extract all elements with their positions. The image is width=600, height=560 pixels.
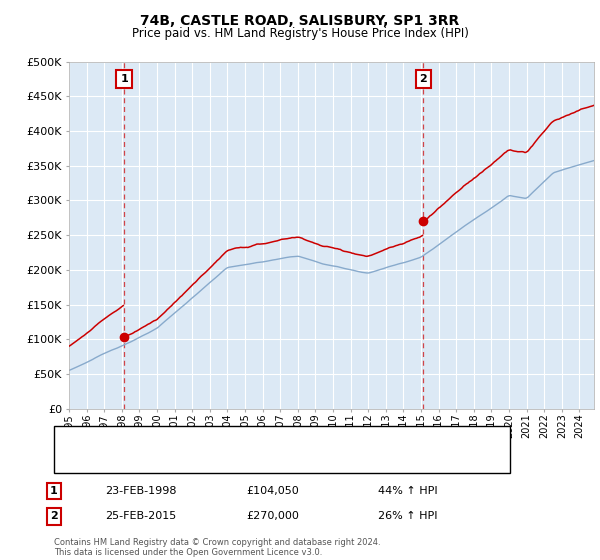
Text: 74B, CASTLE ROAD, SALISBURY, SP1 3RR: 74B, CASTLE ROAD, SALISBURY, SP1 3RR <box>140 14 460 28</box>
Text: 25-FEB-2015: 25-FEB-2015 <box>105 511 176 521</box>
Text: 26% ↑ HPI: 26% ↑ HPI <box>378 511 437 521</box>
Text: Contains HM Land Registry data © Crown copyright and database right 2024.
This d: Contains HM Land Registry data © Crown c… <box>54 538 380 557</box>
Text: 23-FEB-1998: 23-FEB-1998 <box>105 486 176 496</box>
Text: £270,000: £270,000 <box>246 511 299 521</box>
Text: ——: —— <box>60 432 85 445</box>
Text: 44% ↑ HPI: 44% ↑ HPI <box>378 486 437 496</box>
Text: 2: 2 <box>50 511 58 521</box>
Text: 2: 2 <box>419 74 427 84</box>
Text: HPI: Average price, semi-detached house, Wiltshire: HPI: Average price, semi-detached house,… <box>93 456 361 466</box>
Text: 74B, CASTLE ROAD, SALISBURY, SP1 3RR (semi-detached house): 74B, CASTLE ROAD, SALISBURY, SP1 3RR (se… <box>93 434 431 444</box>
Text: 1: 1 <box>50 486 58 496</box>
Text: Price paid vs. HM Land Registry's House Price Index (HPI): Price paid vs. HM Land Registry's House … <box>131 27 469 40</box>
Text: £104,050: £104,050 <box>246 486 299 496</box>
Text: ——: —— <box>60 455 85 468</box>
Text: 1: 1 <box>120 74 128 84</box>
